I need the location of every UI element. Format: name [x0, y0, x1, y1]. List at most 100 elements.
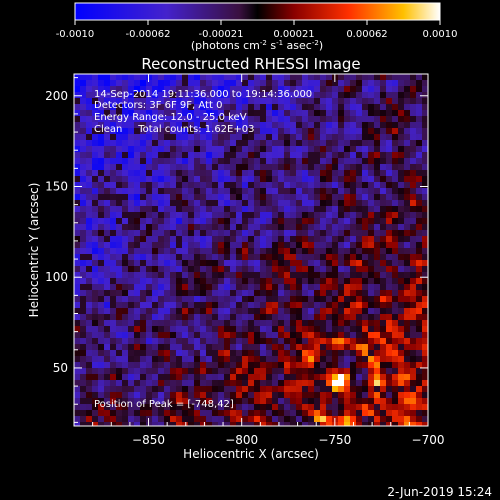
heatmap-pixel: [80, 104, 86, 110]
heatmap-pixel: [158, 80, 164, 86]
heatmap-pixel: [206, 338, 212, 344]
heatmap-pixel: [158, 188, 164, 194]
heatmap-pixel: [206, 224, 212, 230]
heatmap-pixel: [182, 392, 188, 398]
heatmap-pixel: [332, 218, 338, 224]
heatmap-pixel: [326, 284, 332, 290]
heatmap-pixel: [110, 284, 116, 290]
heatmap-pixel: [308, 356, 314, 362]
heatmap-pixel: [164, 236, 170, 242]
heatmap-pixel: [266, 110, 272, 116]
heatmap-pixel: [158, 242, 164, 248]
heatmap-pixel: [266, 218, 272, 224]
heatmap-pixel: [248, 128, 254, 134]
heatmap-pixel: [290, 410, 296, 416]
heatmap-pixel: [116, 128, 122, 134]
heatmap-pixel: [104, 212, 110, 218]
heatmap-pixel: [374, 308, 380, 314]
heatmap-pixel: [248, 110, 254, 116]
heatmap-pixel: [266, 98, 272, 104]
heatmap-pixel: [80, 158, 86, 164]
heatmap-pixel: [188, 164, 194, 170]
heatmap-pixel: [122, 260, 128, 266]
heatmap-pixel: [134, 74, 140, 80]
heatmap-pixel: [338, 356, 344, 362]
heatmap-pixel: [146, 410, 152, 416]
heatmap-pixel: [212, 218, 218, 224]
heatmap-pixel: [116, 416, 122, 422]
heatmap-pixel: [128, 260, 134, 266]
heatmap-pixel: [206, 260, 212, 266]
heatmap-pixel: [368, 326, 374, 332]
heatmap-pixel: [260, 200, 266, 206]
heatmap-pixel: [176, 374, 182, 380]
heatmap-pixel: [152, 326, 158, 332]
heatmap-pixel: [344, 170, 350, 176]
heatmap-pixel: [356, 86, 362, 92]
heatmap-pixel: [278, 386, 284, 392]
heatmap-pixel: [422, 110, 428, 116]
heatmap-pixel: [278, 80, 284, 86]
heatmap-pixel: [122, 230, 128, 236]
heatmap-pixel: [188, 152, 194, 158]
heatmap-pixel: [236, 98, 242, 104]
heatmap-pixel: [242, 134, 248, 140]
heatmap-pixel: [122, 302, 128, 308]
heatmap-pixel: [194, 146, 200, 152]
heatmap-pixel: [200, 86, 206, 92]
heatmap-pixel: [122, 158, 128, 164]
heatmap-pixel: [398, 86, 404, 92]
heatmap-pixel: [248, 236, 254, 242]
heatmap-pixel: [284, 128, 290, 134]
heatmap-pixel: [98, 260, 104, 266]
heatmap-pixel: [218, 110, 224, 116]
heatmap-pixel: [194, 254, 200, 260]
heatmap-pixel: [218, 344, 224, 350]
heatmap-pixel: [140, 164, 146, 170]
heatmap-pixel: [392, 146, 398, 152]
heatmap-pixel: [80, 86, 86, 92]
heatmap-pixel: [152, 236, 158, 242]
heatmap-pixel: [302, 92, 308, 98]
heatmap-pixel: [176, 236, 182, 242]
heatmap-pixel: [362, 302, 368, 308]
heatmap-pixel: [98, 248, 104, 254]
heatmap-pixel: [266, 308, 272, 314]
heatmap-pixel: [254, 326, 260, 332]
heatmap-pixel: [308, 164, 314, 170]
heatmap-pixel: [182, 362, 188, 368]
heatmap-pixel: [362, 80, 368, 86]
heatmap-pixel: [350, 266, 356, 272]
heatmap-pixel: [224, 152, 230, 158]
heatmap-pixel: [140, 104, 146, 110]
heatmap-pixel: [182, 218, 188, 224]
heatmap-pixel: [314, 374, 320, 380]
heatmap-pixel: [80, 218, 86, 224]
heatmap-pixel: [200, 374, 206, 380]
heatmap-pixel: [266, 386, 272, 392]
annotation-time: 14-Sep-2014 19:11:36.000 to 19:14:36.000: [94, 89, 312, 100]
heatmap-pixel: [272, 284, 278, 290]
heatmap-pixel: [320, 224, 326, 230]
heatmap-pixel: [416, 416, 422, 422]
heatmap-pixel: [218, 296, 224, 302]
heatmap-pixel: [140, 200, 146, 206]
heatmap-pixel: [200, 350, 206, 356]
heatmap-pixel: [308, 170, 314, 176]
heatmap-pixel: [404, 92, 410, 98]
heatmap-pixel: [164, 218, 170, 224]
heatmap-pixel: [80, 80, 86, 86]
heatmap-pixel: [254, 134, 260, 140]
heatmap-pixel: [410, 290, 416, 296]
heatmap-pixel: [194, 422, 200, 426]
heatmap-pixel: [380, 422, 386, 426]
heatmap-pixel: [80, 368, 86, 374]
heatmap-pixel: [86, 104, 92, 110]
heatmap-pixel: [278, 140, 284, 146]
heatmap-pixel: [344, 404, 350, 410]
heatmap-pixel: [248, 302, 254, 308]
heatmap-pixel: [188, 368, 194, 374]
heatmap-pixel: [140, 326, 146, 332]
heatmap-pixel: [158, 206, 164, 212]
heatmap-pixel: [194, 200, 200, 206]
